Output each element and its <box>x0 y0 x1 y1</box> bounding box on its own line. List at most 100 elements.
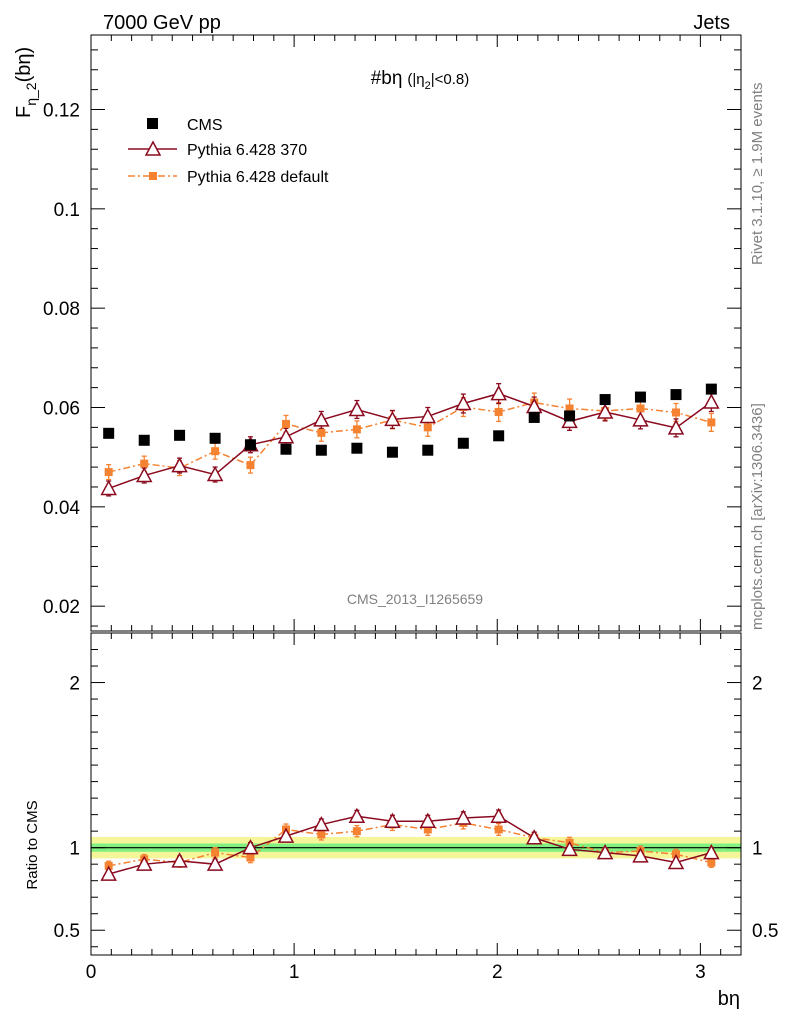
p370-ratio-point <box>171 852 188 868</box>
pdef-ratio-point <box>494 825 503 834</box>
p370-point <box>455 394 472 411</box>
y-tick-label: 0.1 <box>54 200 80 221</box>
pdef-point <box>636 404 645 413</box>
ylabel-main: Fη_2(bη) <box>13 47 39 118</box>
p370-point <box>419 407 437 424</box>
pdef-point <box>282 419 290 428</box>
p370-ratio-point <box>596 844 614 860</box>
pdef-point <box>104 468 113 477</box>
ratio-y-tick-label-right: 2 <box>752 674 763 695</box>
cms-point <box>280 443 292 455</box>
p370-ratio-point <box>348 807 366 824</box>
cms-point <box>386 446 398 458</box>
pdef-point <box>140 459 149 468</box>
cms-point <box>493 430 505 442</box>
p370-point <box>384 410 401 427</box>
ratio-frame <box>90 632 742 956</box>
p370-point <box>100 479 117 496</box>
cms-point <box>422 444 434 456</box>
p370-line <box>108 392 712 490</box>
pdef-point <box>707 418 716 427</box>
ratio-y-tick-label: 1 <box>69 839 80 860</box>
ylabel-f: F <box>13 106 35 118</box>
ratio-y-tick-label: 0.5 <box>54 921 80 942</box>
p370-ratio-point <box>100 865 117 881</box>
pdef-point <box>423 423 432 432</box>
p370-ratio-point <box>277 827 295 843</box>
p370-point <box>667 419 685 435</box>
cms-point <box>103 427 115 439</box>
p370-ratio-point <box>135 855 153 871</box>
p370-ratio-point <box>667 853 685 870</box>
p370-ratio-point <box>313 815 330 832</box>
cms-point <box>209 432 221 444</box>
p370-ratio-point <box>384 812 401 828</box>
cms-point <box>351 442 363 454</box>
p370-point <box>490 385 507 401</box>
rivet-label: Rivet 3.1.10, ≥ 1.9M events <box>749 83 766 266</box>
p370-point <box>135 466 153 483</box>
legend: CMS Pythia 6.428 370 Pythia 6.428 defaul… <box>128 117 329 186</box>
pdef-ratio-point <box>352 827 361 836</box>
pdef-point <box>565 404 574 413</box>
plot-title-close: |<0.8) <box>431 71 470 88</box>
pdef-ratio-point <box>707 858 716 867</box>
watermark-label: CMS_2013_I1265659 <box>347 591 483 607</box>
p370-ratio-point <box>632 847 649 863</box>
y-tick-label: 0.08 <box>43 299 80 320</box>
cms-point <box>528 411 540 423</box>
p370-point <box>348 400 366 417</box>
pdef-ratio-point <box>246 853 255 862</box>
x-tick-label: 0 <box>86 962 97 983</box>
header-right-label: Jets <box>693 12 730 34</box>
plot-title: #bη (|η2|<0.8) <box>371 68 470 92</box>
p370-ratio-line <box>108 815 712 875</box>
plot-title-sub: 2 <box>425 80 431 92</box>
main-frame <box>90 34 742 632</box>
x-tick-label: 1 <box>289 962 300 983</box>
mcplots-label: mcplots.cern.ch [arXiv:1306.3436] <box>749 403 766 630</box>
x-tick-label: 3 <box>695 962 706 983</box>
p370-ratio-point <box>561 840 578 857</box>
legend-cms-label: CMS <box>187 117 223 134</box>
ratio-y-tick-label: 2 <box>69 674 80 695</box>
pdef-ratio-point <box>317 830 326 839</box>
p370-point <box>277 428 295 444</box>
y-tick-label: 0.06 <box>43 399 80 420</box>
pdef-line <box>108 401 712 473</box>
p370-point <box>313 411 330 427</box>
ratio-y-tick-label-right: 1 <box>752 839 763 860</box>
cms-point <box>634 391 646 403</box>
p370-point <box>703 393 720 409</box>
p370-point <box>171 457 188 473</box>
p370-ratio-point <box>206 855 224 871</box>
pdef-ratio-point <box>423 825 432 834</box>
legend-p370-label: Pythia 6.428 370 <box>187 142 307 159</box>
plot-title-main: #bη <box>371 68 403 89</box>
pdef-point <box>211 447 220 456</box>
pdef-point <box>317 428 326 437</box>
y-tick-label: 0.12 <box>43 101 80 122</box>
p370-point <box>596 403 614 419</box>
pdef-point <box>672 408 680 417</box>
legend-pdef-label: Pythia 6.428 default <box>187 169 329 186</box>
y-tick-label: 0.04 <box>43 498 80 519</box>
legend-p370-marker <box>144 140 162 156</box>
cms-point <box>138 434 150 446</box>
y-tick-label: 0.02 <box>43 597 80 618</box>
cms-point <box>705 383 717 395</box>
ratio-y-tick-label-right: 0.5 <box>752 921 778 942</box>
cms-point <box>599 394 611 406</box>
pdef-point <box>352 425 361 434</box>
pdef-point <box>494 407 503 416</box>
cms-point <box>670 389 682 401</box>
p370-point <box>206 465 224 482</box>
p370-ratio-point <box>242 839 259 855</box>
x-tick-label: 2 <box>492 962 503 983</box>
p370-ratio-point <box>525 829 543 845</box>
legend-pdef-marker <box>149 172 157 180</box>
pdef-point <box>246 461 255 470</box>
ratio-ylabel: Ratio to CMS <box>24 800 41 889</box>
cms-point <box>244 439 256 451</box>
